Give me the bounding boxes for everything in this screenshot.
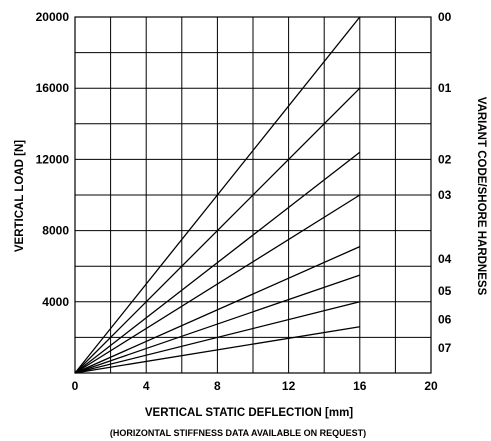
y-axis-title: VERTICAL LOAD [N] [14, 140, 26, 252]
variant-code-label: 04 [438, 252, 452, 266]
x-axis-title: VERTICAL STATIC DEFLECTION [mm] [145, 407, 353, 419]
series-line-02 [74, 151, 361, 374]
y-tick-label: 16000 [36, 81, 70, 95]
y-tick-label: 8000 [42, 224, 69, 238]
variant-code-label: 03 [438, 188, 452, 202]
y-tick-labels: 4000 8000 12000 16000 20000 [36, 10, 70, 309]
variant-code-label: 02 [438, 152, 452, 166]
x-tick-label: 16 [353, 379, 367, 393]
plot-frame [74, 16, 432, 374]
x-tick-label: 4 [143, 379, 150, 393]
x-tick-label: 20 [424, 379, 438, 393]
x-tick-label: 8 [214, 379, 221, 393]
y-tick-label: 20000 [36, 10, 70, 24]
variant-code-label: 00 [438, 10, 452, 24]
series-lines [74, 16, 361, 374]
variant-code-label: 06 [438, 313, 452, 327]
y-tick-label: 4000 [42, 295, 69, 309]
series-line-01 [74, 87, 361, 374]
variant-code-label: 01 [438, 81, 452, 95]
series-line-06 [74, 301, 360, 374]
x-tick-label: 12 [282, 379, 296, 393]
right-axis-title: VARIANT CODE/SHORE HARDNESS [475, 97, 487, 296]
series-line-05 [74, 274, 361, 374]
variant-code-labels: 00 01 02 03 04 05 06 07 [438, 10, 452, 355]
series-line-07 [74, 326, 360, 374]
x-axis-note: (HORIZONTAL STIFFNESS DATA AVAILABLE ON … [110, 428, 366, 438]
series-line-04 [74, 246, 361, 374]
x-tick-label: 0 [72, 379, 79, 393]
series-line-00 [74, 16, 361, 374]
x-tick-labels: 0 4 8 12 16 20 [72, 379, 438, 393]
variant-code-label: 05 [438, 284, 452, 298]
variant-code-label: 07 [438, 341, 452, 355]
y-tick-label: 12000 [36, 152, 70, 166]
series-line-03 [74, 194, 361, 374]
